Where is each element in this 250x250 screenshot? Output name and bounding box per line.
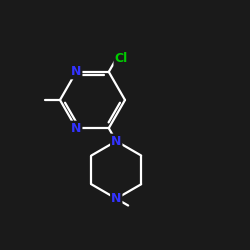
Text: Cl: Cl — [114, 52, 128, 65]
Text: N: N — [111, 192, 122, 205]
Text: N: N — [111, 135, 122, 148]
Text: N: N — [71, 122, 82, 135]
Text: N: N — [71, 65, 82, 78]
